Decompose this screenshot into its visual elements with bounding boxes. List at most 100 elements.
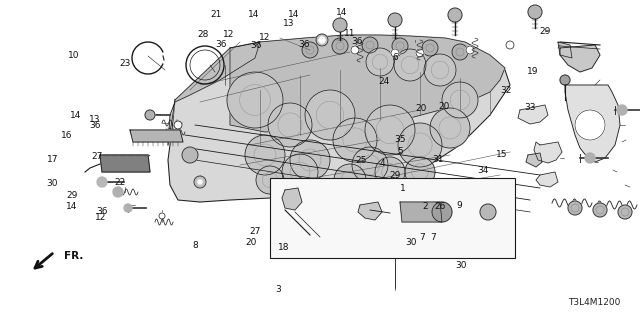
- Circle shape: [145, 110, 155, 120]
- Polygon shape: [558, 42, 572, 58]
- Text: 15: 15: [496, 150, 508, 159]
- Text: 16: 16: [61, 131, 73, 140]
- Circle shape: [333, 18, 347, 32]
- Text: 10: 10: [68, 52, 79, 60]
- Text: 30: 30: [455, 261, 467, 270]
- Text: 36: 36: [298, 40, 310, 49]
- Text: 36: 36: [215, 40, 227, 49]
- Circle shape: [198, 180, 202, 184]
- Text: 20: 20: [246, 238, 257, 247]
- Circle shape: [398, 123, 442, 167]
- Text: 36: 36: [89, 121, 100, 130]
- Text: 20: 20: [438, 102, 450, 111]
- Text: 29: 29: [66, 191, 77, 200]
- Circle shape: [182, 147, 198, 163]
- Circle shape: [256, 166, 284, 194]
- Text: 2: 2: [423, 202, 428, 211]
- Text: 28: 28: [198, 30, 209, 39]
- Text: 30: 30: [405, 238, 417, 247]
- Text: 36: 36: [351, 37, 363, 46]
- Circle shape: [575, 110, 605, 140]
- Text: 25: 25: [355, 156, 367, 165]
- Circle shape: [352, 147, 388, 183]
- Text: 8: 8: [193, 241, 198, 250]
- Circle shape: [392, 38, 408, 54]
- Text: 12: 12: [95, 213, 107, 222]
- Text: T3L4M1200: T3L4M1200: [568, 298, 621, 307]
- Text: 3: 3: [276, 285, 281, 294]
- Circle shape: [194, 176, 206, 188]
- Circle shape: [227, 72, 283, 128]
- Circle shape: [585, 153, 595, 163]
- Circle shape: [480, 204, 496, 220]
- Polygon shape: [130, 130, 183, 142]
- Circle shape: [113, 187, 123, 197]
- Bar: [270, 178, 515, 258]
- Polygon shape: [536, 172, 558, 187]
- Circle shape: [388, 13, 402, 27]
- Circle shape: [362, 37, 378, 53]
- Text: 5: 5: [398, 147, 403, 156]
- Text: 7: 7: [431, 233, 436, 242]
- Circle shape: [97, 177, 107, 187]
- Text: 21: 21: [211, 10, 222, 19]
- Circle shape: [432, 202, 452, 222]
- Circle shape: [528, 5, 542, 19]
- Text: 11: 11: [344, 29, 356, 38]
- Text: 30: 30: [47, 180, 58, 188]
- Circle shape: [316, 34, 328, 46]
- Text: 32: 32: [500, 86, 511, 95]
- Text: 14: 14: [70, 111, 81, 120]
- Circle shape: [302, 42, 318, 58]
- Circle shape: [268, 103, 312, 147]
- Text: 35: 35: [394, 135, 406, 144]
- Text: 26: 26: [435, 202, 446, 211]
- Circle shape: [305, 90, 355, 140]
- Text: 20: 20: [415, 104, 427, 113]
- Circle shape: [405, 157, 435, 187]
- Polygon shape: [230, 35, 505, 132]
- Polygon shape: [518, 105, 548, 124]
- Circle shape: [365, 105, 415, 155]
- Text: FR.: FR.: [65, 251, 84, 261]
- Polygon shape: [560, 45, 600, 72]
- Text: 1: 1: [401, 184, 406, 193]
- Text: 23: 23: [119, 60, 131, 68]
- Circle shape: [448, 8, 462, 22]
- Text: 17: 17: [47, 155, 58, 164]
- Polygon shape: [100, 155, 150, 172]
- Polygon shape: [358, 202, 382, 220]
- Circle shape: [334, 164, 366, 196]
- Circle shape: [290, 140, 330, 180]
- Text: 29: 29: [539, 27, 550, 36]
- Text: 27: 27: [249, 227, 260, 236]
- Polygon shape: [400, 202, 442, 222]
- Text: 34: 34: [477, 166, 488, 175]
- Text: 14: 14: [66, 202, 77, 211]
- Text: 7: 7: [419, 233, 424, 242]
- Text: 14: 14: [248, 10, 259, 19]
- Circle shape: [319, 37, 325, 43]
- Text: 36: 36: [250, 41, 262, 50]
- Polygon shape: [565, 85, 620, 162]
- Text: 13: 13: [89, 115, 100, 124]
- Text: 18: 18: [278, 243, 289, 252]
- Circle shape: [452, 44, 468, 60]
- Circle shape: [159, 213, 165, 219]
- Circle shape: [333, 118, 377, 162]
- Circle shape: [124, 204, 132, 212]
- Circle shape: [375, 157, 405, 187]
- Circle shape: [560, 75, 570, 85]
- Text: 36: 36: [97, 207, 108, 216]
- Text: 13: 13: [283, 20, 294, 28]
- Circle shape: [568, 201, 582, 215]
- Text: 9: 9: [457, 201, 462, 210]
- Circle shape: [422, 40, 438, 56]
- Text: 6: 6: [392, 53, 397, 62]
- Circle shape: [424, 54, 456, 86]
- Text: 4: 4: [380, 159, 385, 168]
- Circle shape: [391, 49, 399, 57]
- Polygon shape: [168, 37, 510, 202]
- Circle shape: [174, 121, 182, 129]
- Polygon shape: [168, 42, 260, 145]
